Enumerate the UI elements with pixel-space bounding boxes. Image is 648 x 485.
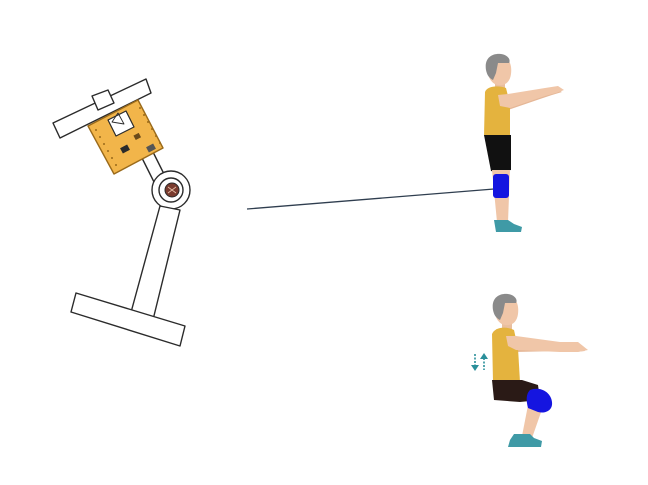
squat-hair [492,293,517,320]
board-pins [95,107,161,166]
up-down-arrows-icon [471,353,488,371]
circuit-board [87,99,164,175]
standing-head [485,53,512,86]
standing-front-arm [498,86,564,108]
squatting-person [471,293,588,447]
squat-shoe [508,434,542,447]
standing-person [484,53,564,232]
hinge-sensor [151,170,191,210]
standing-shoe [494,220,522,232]
standing-hair [485,53,510,80]
knee-sensor-device [52,78,191,347]
connector-line [246,188,495,210]
squat-knee-brace [526,388,553,413]
standing-knee-brace [493,174,509,198]
standing-shorts [484,135,511,172]
upper-strap-clip [91,89,115,111]
standing-shirt [484,86,510,136]
squat-head [492,293,519,326]
squat-shirt [492,327,520,382]
lower-strap [70,292,186,347]
squat-front-arm [506,336,588,352]
